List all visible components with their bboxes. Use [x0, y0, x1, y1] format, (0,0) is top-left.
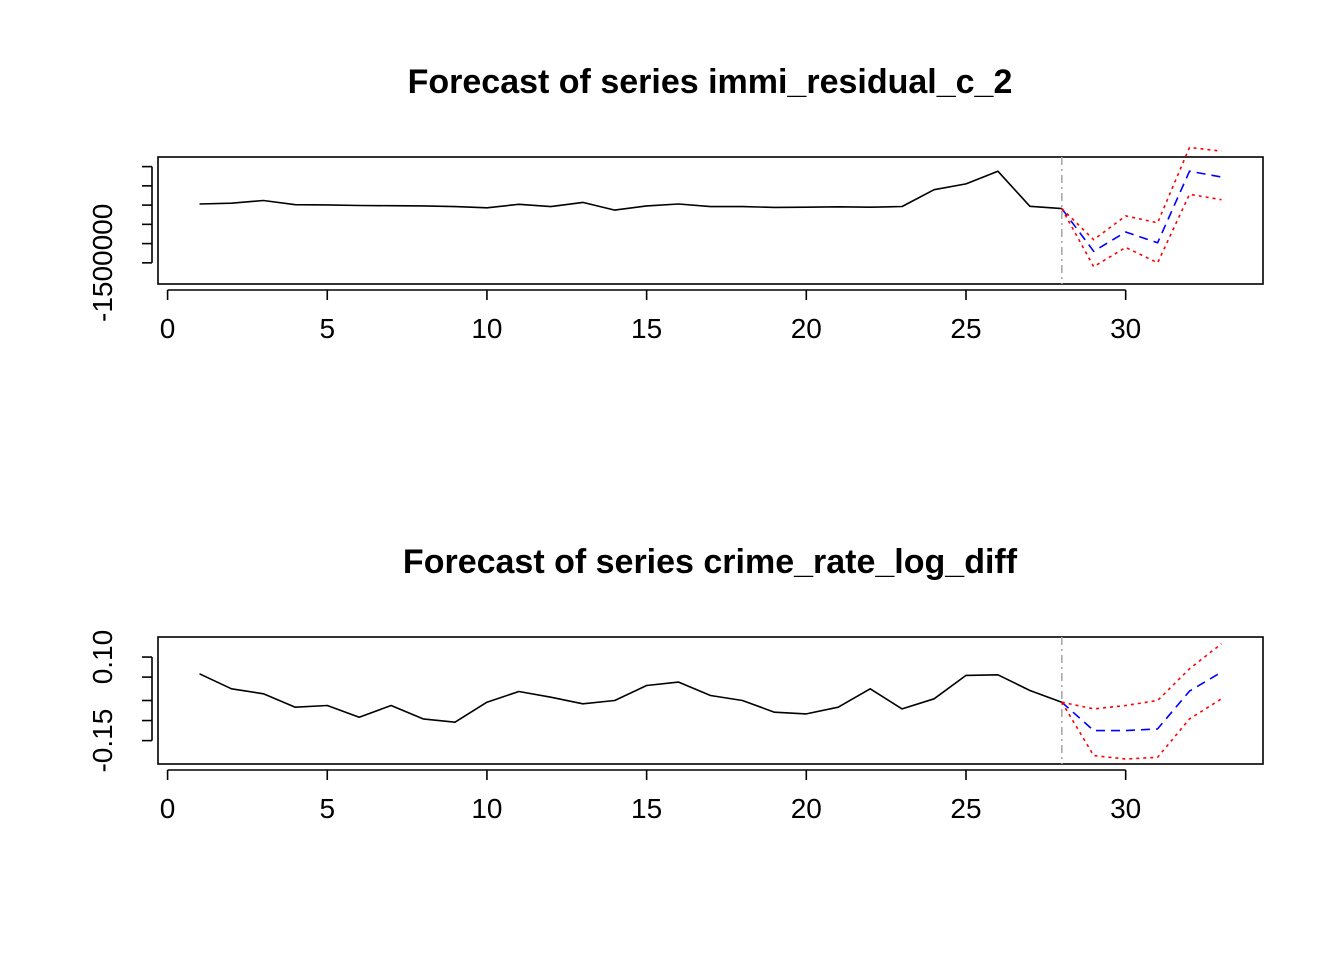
x-tick-label: 0 [160, 793, 176, 824]
x-tick-label: 25 [950, 793, 981, 824]
chart-title: Forecast of series crime_rate_log_diff [403, 543, 1018, 581]
upper-interval-line [1061, 146, 1222, 241]
lower-interval-line [1061, 698, 1222, 760]
forecast-series-line [1061, 170, 1222, 253]
y-tick-label: -1500000 [87, 204, 118, 322]
forecast-series-line [1061, 671, 1222, 732]
upper-interval-line [1061, 643, 1222, 710]
y-tick-label: 0.10 [87, 630, 118, 685]
x-tick-label: 10 [471, 313, 502, 344]
panel-crime-rate: Forecast of series crime_rate_log_diff 0… [87, 543, 1264, 824]
plot-area [199, 637, 1222, 764]
plot-frame [157, 636, 1264, 765]
x-tick-label: 20 [791, 313, 822, 344]
plot-area [199, 146, 1222, 284]
x-tick-label: 15 [631, 793, 662, 824]
observed-series-line [199, 170, 1062, 211]
observed-series-line [199, 673, 1063, 724]
x-tick-label: 0 [160, 313, 176, 344]
lower-interval-line [1061, 193, 1222, 268]
x-tick-label: 20 [791, 793, 822, 824]
chart-title: Forecast of series immi_residual_c_2 [408, 63, 1013, 101]
axes: 0 5 10 15 20 25 30 -1500000 [87, 165, 1141, 344]
y-tick-label: -0.15 [87, 709, 118, 773]
x-tick-label: 5 [319, 793, 335, 824]
panel-immi-residual: Forecast of series immi_residual_c_2 0 5 1… [87, 63, 1264, 344]
plot-frame [157, 156, 1264, 285]
x-tick-label: 30 [1110, 313, 1141, 344]
x-tick-label: 5 [319, 313, 335, 344]
axes: 0 5 10 15 20 25 30 -0.15 0.10 [87, 630, 1141, 824]
x-tick-label: 25 [950, 313, 981, 344]
x-tick-label: 30 [1110, 793, 1141, 824]
x-tick-label: 15 [631, 313, 662, 344]
x-tick-label: 10 [471, 793, 502, 824]
